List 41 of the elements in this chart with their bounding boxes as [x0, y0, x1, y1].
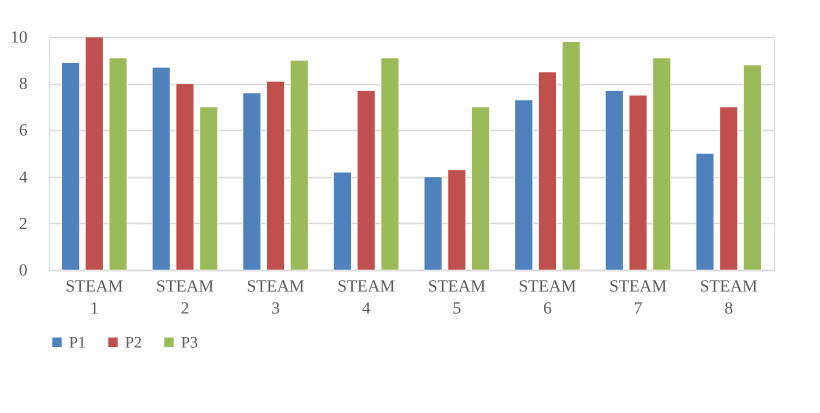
bar [538, 72, 557, 270]
bar [628, 94, 648, 270]
bar [356, 90, 376, 270]
x-tick-label: STEAM 5 [428, 276, 486, 318]
bar [448, 170, 466, 270]
x-tick-label: STEAM 3 [246, 276, 304, 318]
bar [562, 41, 580, 270]
bar [242, 92, 262, 270]
legend-label: P1 [69, 334, 86, 352]
bar [652, 58, 671, 270]
bar [696, 153, 714, 270]
bar [424, 176, 442, 270]
bar [290, 60, 308, 270]
bar [743, 64, 762, 270]
x-tick-label: STEAM 2 [156, 276, 214, 318]
bar [514, 100, 533, 270]
x-tick-label: STEAM 7 [609, 276, 667, 318]
x-tick-label: STEAM 1 [66, 276, 124, 318]
x-tick-label: STEAM 4 [337, 276, 395, 318]
bar [266, 80, 285, 270]
y-tick-label: 8 [19, 74, 28, 94]
legend-label: P2 [125, 334, 142, 352]
bar [199, 106, 218, 270]
bar [176, 83, 194, 270]
bar [85, 36, 104, 270]
bar [108, 58, 128, 270]
x-tick-label: STEAM 6 [518, 276, 576, 318]
bar [605, 90, 624, 270]
y-tick-label: 6 [19, 120, 28, 140]
y-tick-label: 10 [10, 28, 28, 46]
bar [333, 172, 352, 270]
y-tick-label: 0 [19, 260, 28, 280]
bar [719, 106, 738, 270]
y-tick-label: 4 [19, 167, 28, 186]
bar [61, 62, 80, 270]
y-tick-label: 2 [19, 214, 28, 233]
bar [152, 66, 170, 270]
x-tick-label: STEAM 8 [700, 276, 758, 318]
legend-label: P3 [181, 334, 198, 352]
bar [471, 106, 490, 270]
bar [380, 58, 400, 270]
